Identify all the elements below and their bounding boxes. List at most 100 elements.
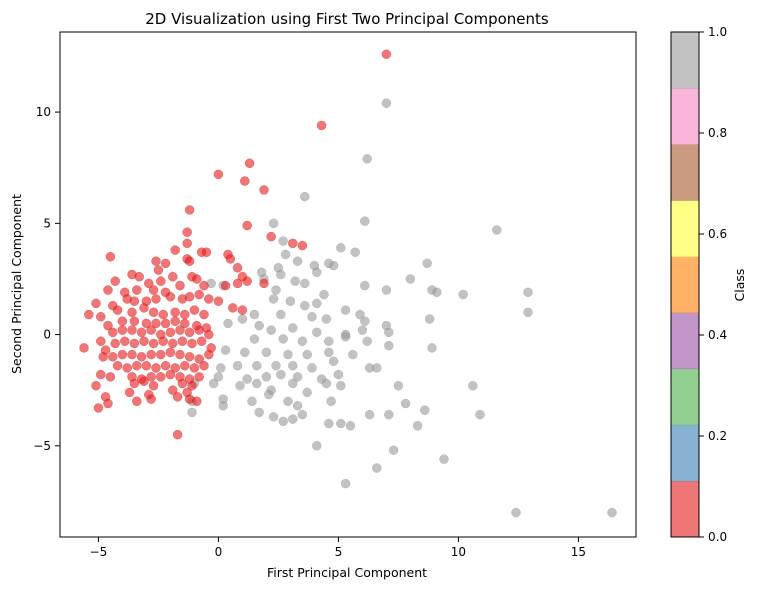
scatter-point-class-0 xyxy=(127,349,137,360)
scatter-point-class-0 xyxy=(144,278,154,289)
scatter-point-class-1 xyxy=(312,298,322,309)
scatter-point-class-1 xyxy=(348,349,358,360)
scatter-point-class-1 xyxy=(283,396,293,407)
scatter-point-class-0 xyxy=(192,396,202,407)
scatter-point-class-0 xyxy=(213,296,224,306)
scatter-point-class-1 xyxy=(278,236,288,246)
scatter-point-class-1 xyxy=(292,400,303,411)
colorbar: 0.0 0.2 0.4 0.6 0.8 1.0 xyxy=(670,25,727,544)
scatter-point-class-0 xyxy=(141,318,152,329)
scatter-point-class-1 xyxy=(336,243,346,253)
scatter-point-class-0 xyxy=(232,263,243,273)
scatter-point-class-0 xyxy=(148,338,159,349)
scatter-point-class-0 xyxy=(105,251,116,262)
scatter-point-class-1 xyxy=(300,278,310,289)
scatter-point-class-1 xyxy=(439,454,449,464)
colorbar-segment xyxy=(671,200,699,257)
scatter-point-class-1 xyxy=(232,360,243,371)
scatter-point-class-0 xyxy=(108,327,118,338)
scatter-point-class-1 xyxy=(324,336,334,346)
scatter-point-class-0 xyxy=(187,380,197,391)
scatter-point-class-0 xyxy=(165,347,176,358)
scatter-point-class-1 xyxy=(240,347,250,358)
scatter-point-class-1 xyxy=(324,347,334,358)
scatter-point-class-0 xyxy=(242,220,252,231)
scatter-point-class-0 xyxy=(112,360,123,371)
colorbar-frame xyxy=(670,31,700,538)
scatter-point-class-0 xyxy=(127,325,137,335)
scatter-point-class-0 xyxy=(204,329,214,340)
scatter-point-class-0 xyxy=(91,298,101,309)
scatter-point-class-0 xyxy=(105,372,116,382)
scatter-point-class-1 xyxy=(384,409,394,420)
scatter-point-class-0 xyxy=(184,327,195,338)
scatter-point-class-0 xyxy=(156,276,166,286)
colorbar-tick-label: 0.8 xyxy=(708,126,727,140)
scatter-point-class-0 xyxy=(158,309,168,320)
y-axis-ticks: −5 0 5 10 xyxy=(33,105,60,453)
scatter-point-class-1 xyxy=(468,380,478,391)
scatter-point-class-1 xyxy=(213,372,224,382)
scatter-point-class-1 xyxy=(261,347,272,358)
scatter-point-class-1 xyxy=(276,369,286,380)
scatter-point-class-1 xyxy=(607,507,617,518)
scatter-point-class-0 xyxy=(139,303,149,313)
scatter-point-class-0 xyxy=(91,380,101,391)
scatter-point-class-1 xyxy=(384,340,394,351)
scatter-point-class-1 xyxy=(340,305,351,315)
scatter-point-class-1 xyxy=(252,360,262,371)
scatter-point-class-1 xyxy=(280,249,291,260)
y-tick-label: 10 xyxy=(36,105,51,119)
scatter-point-class-1 xyxy=(492,225,502,235)
scatter-point-class-0 xyxy=(103,320,113,331)
x-axis-label: First Principal Component xyxy=(267,565,427,580)
scatter-point-class-1 xyxy=(357,325,368,335)
scatter-point-class-1 xyxy=(400,398,411,409)
scatter-point-class-0 xyxy=(156,372,166,382)
scatter-point-class-0 xyxy=(93,403,104,413)
scatter-point-class-1 xyxy=(300,191,310,202)
scatter-point-class-1 xyxy=(345,421,356,431)
scatter-point-class-0 xyxy=(151,318,161,329)
scatter-point-class-0 xyxy=(187,338,197,349)
x-tick-label: 15 xyxy=(571,545,586,559)
scatter-point-class-1 xyxy=(223,318,233,329)
scatter-point-class-0 xyxy=(237,305,248,315)
scatter-point-class-0 xyxy=(242,276,252,286)
scatter-point-class-0 xyxy=(316,120,327,131)
scatter-point-class-0 xyxy=(117,325,128,335)
colorbar-segment xyxy=(671,312,699,370)
scatter-point-class-0 xyxy=(297,240,308,251)
scatter-point-class-0 xyxy=(127,269,137,280)
scatter-point-class-1 xyxy=(355,309,365,320)
scatter-point-class-0 xyxy=(225,254,236,264)
plot-frame xyxy=(59,31,637,538)
scatter-point-class-0 xyxy=(146,349,156,360)
scatter-point-class-1 xyxy=(393,380,404,391)
scatter-point-class-1 xyxy=(360,316,370,326)
scatter-point-class-0 xyxy=(182,227,192,237)
scatter-point-class-1 xyxy=(362,336,372,346)
scatter-point-class-0 xyxy=(96,312,106,322)
scatter-point-class-1 xyxy=(312,441,322,451)
scatter-point-class-1 xyxy=(523,307,533,318)
scatter-point-class-0 xyxy=(170,363,180,373)
scatter-point-class-1 xyxy=(249,334,260,344)
colorbar-tick-label: 0.0 xyxy=(708,530,727,544)
scatter-point-class-1 xyxy=(326,396,336,407)
scatter-point-class-1 xyxy=(381,98,392,108)
scatter-point-class-0 xyxy=(103,285,113,295)
scatter-point-class-0 xyxy=(120,336,130,346)
scatter-point-class-1 xyxy=(364,409,375,420)
scatter-point-class-0 xyxy=(96,369,106,380)
scatter-point-class-1 xyxy=(276,309,286,320)
scatter-point-class-1 xyxy=(340,478,351,489)
scatter-point-class-0 xyxy=(192,274,202,284)
scatter-point-class-0 xyxy=(122,363,132,373)
scatter-point-class-0 xyxy=(170,245,180,255)
scatter-point-class-0 xyxy=(228,303,238,313)
scatter-point-class-0 xyxy=(127,307,137,318)
scatter-point-class-1 xyxy=(261,372,272,382)
scatter-point-class-0 xyxy=(165,291,176,302)
